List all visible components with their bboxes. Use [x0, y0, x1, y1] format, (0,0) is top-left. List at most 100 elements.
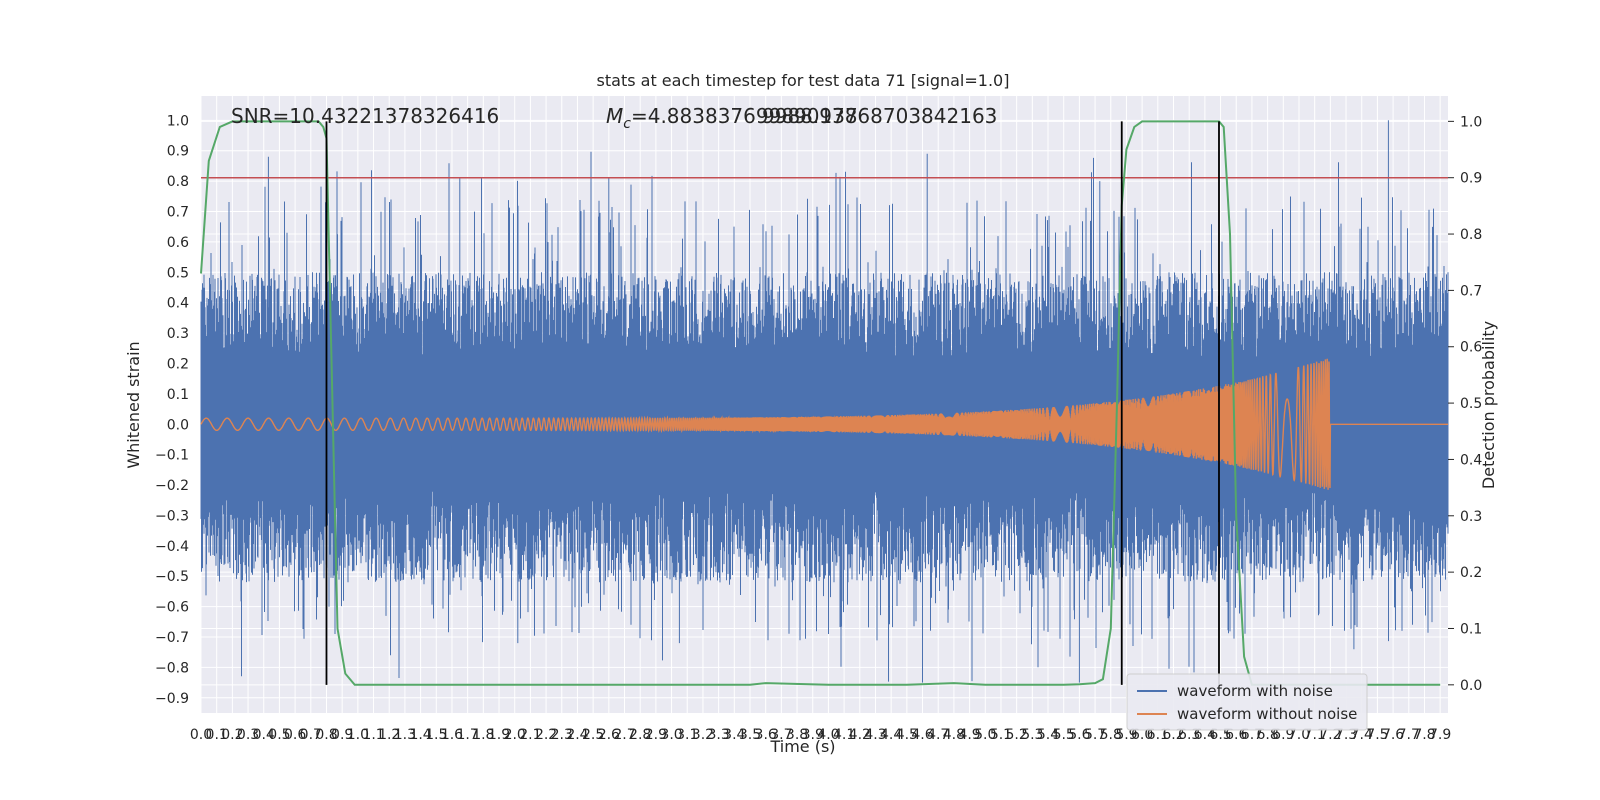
x-tick-label: 2.9 — [645, 727, 667, 743]
x-tick-label: 6.1 — [1147, 727, 1169, 743]
y-tick-label: −0.3 — [155, 508, 189, 524]
x-tick-label: 5.1 — [990, 727, 1012, 743]
x-tick-label: 2.5 — [582, 727, 604, 743]
x-tick-label: 0.2 — [221, 727, 243, 743]
x-tick-label: 4.9 — [958, 727, 980, 743]
x-tick-label: 0.3 — [237, 727, 259, 743]
x-tick-label: 7.1 — [1304, 727, 1326, 743]
x-tick-label: 1.8 — [472, 727, 494, 743]
x-tick-label: 3.6 — [755, 727, 777, 743]
x-tick-label: 4.3 — [864, 727, 886, 743]
x-tick-label: 0.9 — [331, 727, 353, 743]
x-tick-label: 6.3 — [1178, 727, 1200, 743]
x-tick-label: 5.0 — [974, 727, 996, 743]
y2-tick-label: 1.0 — [1460, 114, 1482, 130]
chirp-mass-value: =4.883837699890137 — [631, 104, 858, 128]
x-tick-label: 0.8 — [315, 727, 337, 743]
x-tick-label: 4.4 — [880, 727, 902, 743]
x-tick-label: 5.2 — [1006, 727, 1028, 743]
x-tick-label: 1.1 — [362, 727, 384, 743]
legend-label: waveform without noise — [1177, 705, 1357, 723]
x-tick-label: 4.6 — [911, 727, 933, 743]
y-tick-label: −0.6 — [155, 600, 189, 616]
y2-tick-label: 0.9 — [1460, 171, 1482, 187]
x-tick-label: 3.0 — [660, 727, 682, 743]
x-axis-label: Time (s) — [769, 737, 835, 756]
chirp-mass-annotation: Mc=4.883837699890137 — [606, 104, 858, 132]
x-tick-label: 7.9 — [1429, 727, 1451, 743]
x-tick-label: 3.2 — [692, 727, 714, 743]
x-tick-label: 2.1 — [519, 727, 541, 743]
chart-title: stats at each timestep for test data 71 … — [597, 71, 1010, 90]
x-tick-label: 4.5 — [896, 727, 918, 743]
x-tick-label: 1.7 — [457, 727, 479, 743]
y-tick-label: 0.9 — [167, 144, 189, 160]
y-tick-label: 0.2 — [167, 356, 189, 372]
x-tick-label: 0.1 — [206, 727, 228, 743]
x-tick-label: 0.7 — [300, 727, 322, 743]
x-tick-label: 4.2 — [849, 727, 871, 743]
x-tick-label: 4.7 — [927, 727, 949, 743]
x-tick-label: 2.4 — [566, 727, 588, 743]
y-tick-label: 0.5 — [167, 265, 189, 281]
y-tick-label: 0.6 — [167, 235, 189, 251]
y2-tick-label: 0.3 — [1460, 509, 1482, 525]
x-tick-label: 2.2 — [535, 727, 557, 743]
y-axis-label: Whitened strain — [124, 341, 143, 468]
x-tick-label: 6.7 — [1241, 727, 1263, 743]
clean-waveform-line — [200, 358, 1448, 490]
x-tick-label: 3.8 — [786, 727, 808, 743]
x-tick-label: 5.7 — [1084, 727, 1106, 743]
y-tick-label: 0.1 — [167, 387, 189, 403]
x-tick-label: 2.6 — [598, 727, 620, 743]
x-tick-label: 7.6 — [1382, 727, 1404, 743]
x-tick-label: 1.4 — [409, 727, 431, 743]
x-tick-label: 6.6 — [1225, 727, 1247, 743]
y2-tick-label: 0.6 — [1460, 340, 1482, 356]
x-tick-label: 1.2 — [378, 727, 400, 743]
x-tick-label: 7.5 — [1366, 727, 1388, 743]
x-tick-label: 6.9 — [1272, 727, 1294, 743]
x-tick-label: 1.9 — [488, 727, 510, 743]
y2-tick-label: 0.2 — [1460, 565, 1482, 581]
x-tick-label: 1.0 — [347, 727, 369, 743]
y-tick-label: −0.1 — [155, 448, 189, 464]
x-tick-label: 0.5 — [268, 727, 290, 743]
x-tick-label: 6.5 — [1209, 727, 1231, 743]
y2-tick-label: 0.8 — [1460, 227, 1482, 243]
x-tick-label: 5.5 — [1053, 727, 1075, 743]
x-tick-label: 3.1 — [676, 727, 698, 743]
y-tick-label: 1.0 — [167, 113, 189, 129]
y2-tick-label: 0.5 — [1460, 396, 1482, 412]
y2-axis-label: Detection probability — [1479, 321, 1498, 489]
x-tick-label: 7.2 — [1319, 727, 1341, 743]
x-tick-label: 5.9 — [1115, 727, 1137, 743]
x-tick-label: 7.3 — [1335, 727, 1357, 743]
x-tick-label: 5.3 — [1021, 727, 1043, 743]
x-tick-label: 2.0 — [504, 727, 526, 743]
x-tick-label: 5.6 — [1068, 727, 1090, 743]
x-tick-label: 3.3 — [707, 727, 729, 743]
x-tick-label: 6.4 — [1194, 727, 1216, 743]
x-tick-label: 7.0 — [1288, 727, 1310, 743]
x-tick-label: 6.0 — [1131, 727, 1153, 743]
y-tick-label: −0.4 — [155, 539, 189, 555]
x-tick-label: 7.8 — [1413, 727, 1435, 743]
y2-tick-label: 0.4 — [1460, 452, 1482, 468]
x-tick-label: 6.2 — [1162, 727, 1184, 743]
x-tick-label: 1.3 — [394, 727, 416, 743]
y-tick-label: −0.5 — [155, 569, 189, 585]
y-tick-label: −0.2 — [155, 478, 189, 494]
y-tick-label: 0.8 — [167, 174, 189, 190]
y2-tick-label: 0.0 — [1460, 678, 1482, 694]
y-tick-label: −0.9 — [155, 691, 189, 707]
y-tick-label: −0.7 — [155, 630, 189, 646]
x-tick-label: 7.7 — [1398, 727, 1420, 743]
x-tick-label: 2.7 — [613, 727, 635, 743]
x-tick-label: 4.8 — [943, 727, 965, 743]
chirp-mass-symbol: M — [606, 104, 623, 128]
legend-label: waveform with noise — [1177, 682, 1333, 700]
x-tick-label: 6.8 — [1256, 727, 1278, 743]
y-tick-label: −0.8 — [155, 660, 189, 676]
x-tick-label: 3.4 — [723, 727, 745, 743]
